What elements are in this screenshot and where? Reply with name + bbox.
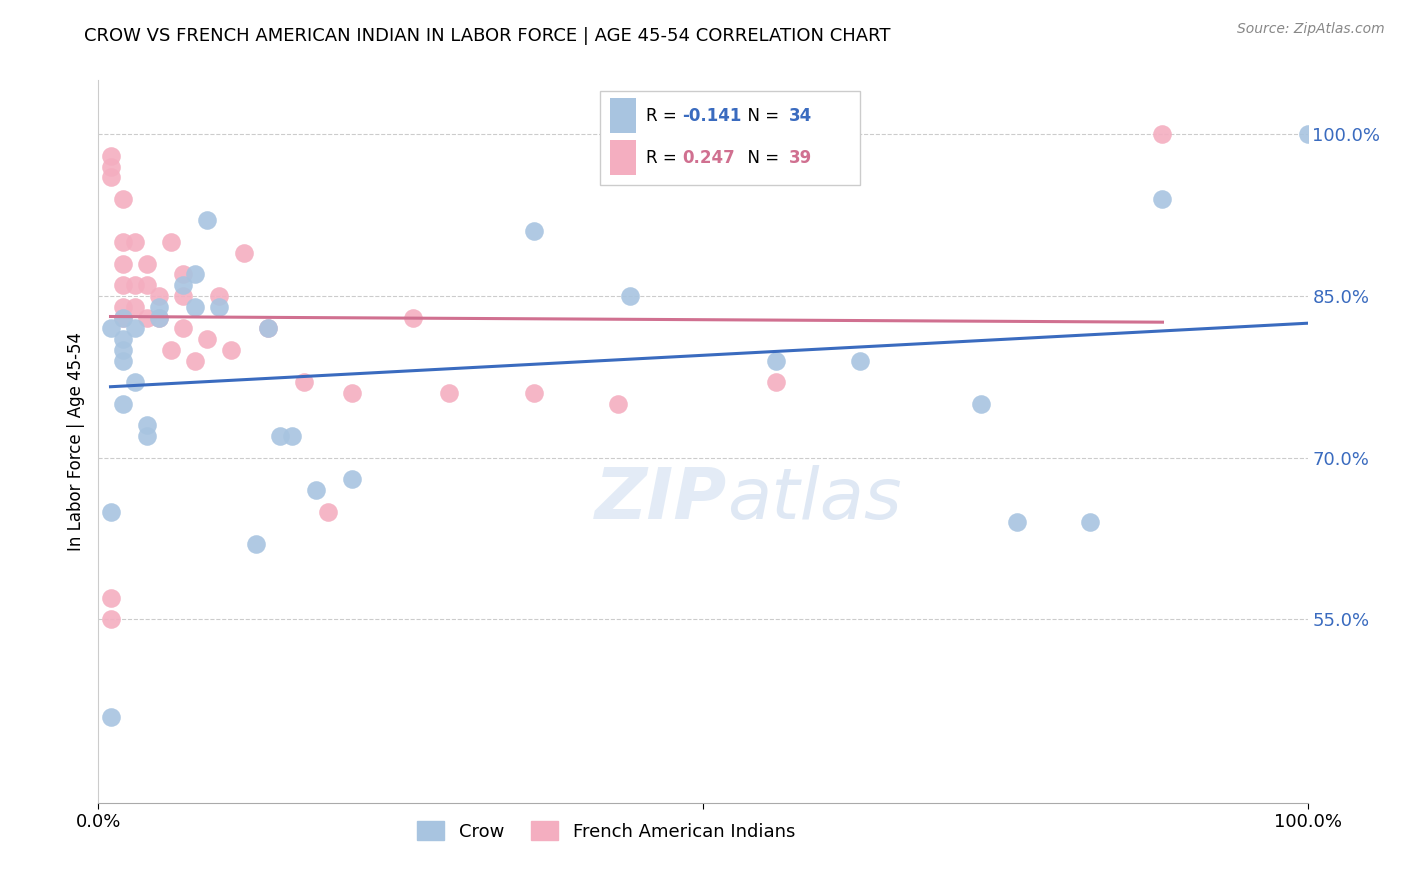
Point [342, 472, 364, 486]
Point [148, 310, 170, 325]
Point [100, 709, 122, 723]
Text: 34: 34 [789, 107, 813, 125]
Point [135, 257, 157, 271]
Point [111, 300, 134, 314]
Point [765, 353, 787, 368]
Point [135, 310, 157, 325]
Point [160, 235, 183, 249]
Point [1152, 127, 1174, 141]
Point [111, 192, 134, 206]
Text: R =: R = [647, 149, 682, 167]
Point [160, 343, 183, 357]
Point [765, 376, 787, 390]
Point [208, 289, 231, 303]
Point [172, 268, 194, 282]
Point [111, 343, 134, 357]
Point [523, 386, 546, 401]
Point [111, 278, 134, 293]
Point [100, 505, 122, 519]
Point [1007, 516, 1029, 530]
Point [256, 321, 278, 335]
Point [111, 397, 134, 411]
Point [184, 353, 207, 368]
Point [172, 278, 194, 293]
Point [124, 300, 146, 314]
Point [232, 245, 254, 260]
Point [256, 321, 278, 335]
Point [281, 429, 304, 443]
Text: atlas: atlas [727, 465, 901, 533]
Bar [610, 140, 637, 175]
Text: 0.247: 0.247 [682, 149, 735, 167]
Point [245, 537, 267, 551]
Point [184, 300, 207, 314]
Point [184, 268, 207, 282]
Point [342, 386, 364, 401]
Text: N =: N = [737, 107, 785, 125]
Point [172, 289, 194, 303]
Point [316, 505, 339, 519]
Point [148, 289, 170, 303]
Point [124, 321, 146, 335]
Point [148, 310, 170, 325]
Point [148, 300, 170, 314]
Point [437, 386, 460, 401]
Point [619, 289, 641, 303]
Point [111, 310, 134, 325]
Point [195, 213, 218, 227]
Point [305, 483, 328, 497]
Text: Source: ZipAtlas.com: Source: ZipAtlas.com [1237, 22, 1385, 37]
Point [111, 353, 134, 368]
Point [100, 160, 122, 174]
Point [124, 376, 146, 390]
Point [269, 429, 291, 443]
Point [1296, 127, 1319, 141]
Point [970, 397, 993, 411]
Bar [600, 91, 860, 185]
Point [849, 353, 872, 368]
Y-axis label: In Labor Force | Age 45-54: In Labor Force | Age 45-54 [66, 332, 84, 551]
Point [523, 224, 546, 238]
Point [221, 343, 243, 357]
Point [135, 278, 157, 293]
Text: CROW VS FRENCH AMERICAN INDIAN IN LABOR FORCE | AGE 45-54 CORRELATION CHART: CROW VS FRENCH AMERICAN INDIAN IN LABOR … [84, 27, 891, 45]
Point [1078, 516, 1101, 530]
Point [124, 278, 146, 293]
Point [111, 235, 134, 249]
Point [607, 397, 630, 411]
Text: -0.141: -0.141 [682, 107, 742, 125]
Point [124, 235, 146, 249]
Point [100, 591, 122, 605]
Point [135, 418, 157, 433]
Point [1152, 192, 1174, 206]
Point [195, 332, 218, 346]
Point [100, 149, 122, 163]
Point [100, 170, 122, 185]
Point [292, 376, 315, 390]
Text: ZIP: ZIP [595, 465, 727, 533]
Point [111, 332, 134, 346]
Text: N =: N = [737, 149, 785, 167]
Point [100, 321, 122, 335]
Point [111, 257, 134, 271]
Point [402, 310, 425, 325]
Point [172, 321, 194, 335]
Bar [610, 98, 637, 133]
Text: 39: 39 [789, 149, 813, 167]
Point [135, 429, 157, 443]
Text: R =: R = [647, 107, 682, 125]
Legend: Crow, French American Indians: Crow, French American Indians [411, 814, 803, 848]
Point [208, 300, 231, 314]
Point [100, 612, 122, 626]
Point [111, 310, 134, 325]
